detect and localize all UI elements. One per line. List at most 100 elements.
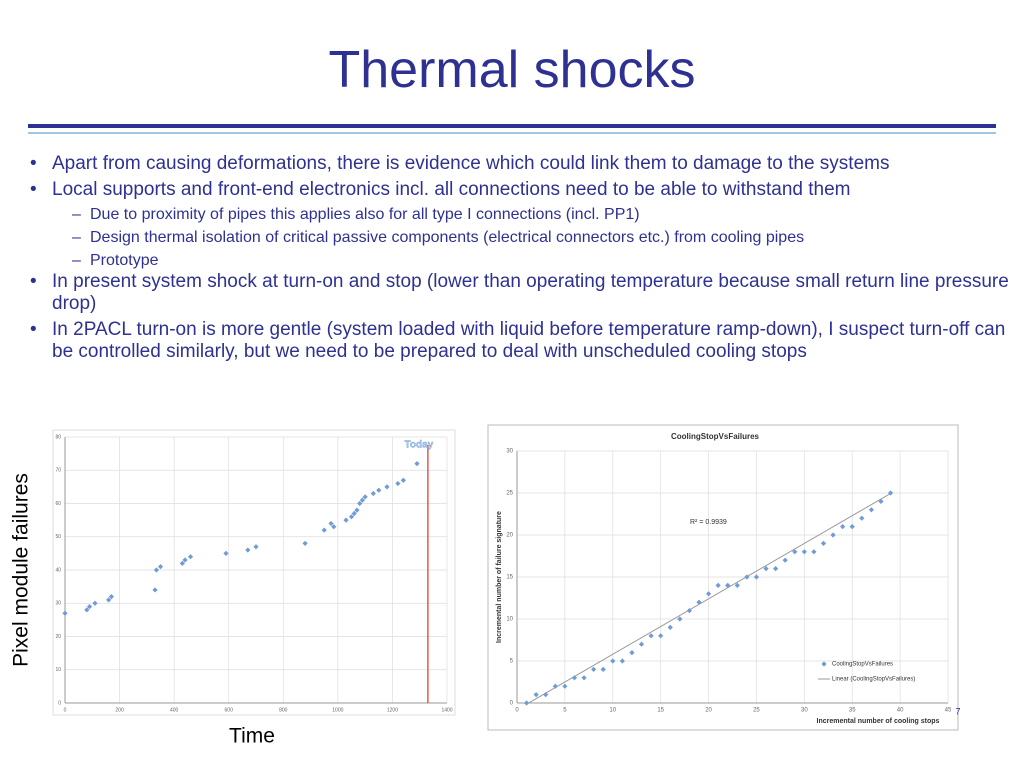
data-point <box>108 594 114 600</box>
y-tick-label: 40 <box>55 567 61 573</box>
page-number: 7 <box>955 706 960 716</box>
x-tick-label: 0 <box>515 708 519 714</box>
data-point <box>677 616 683 622</box>
data-point <box>302 540 308 546</box>
data-point <box>725 582 731 588</box>
x-axis-label: Time <box>229 725 275 748</box>
legend-entry: Linear (CoolingStopVsFailures) <box>832 677 915 683</box>
data-point <box>354 507 360 513</box>
x-tick-label: 0 <box>64 707 67 713</box>
data-point <box>376 487 382 493</box>
data-point <box>157 564 164 570</box>
chart-title: CoolingStopVsFailures <box>671 432 760 441</box>
y-axis-label: Incremental number of failure signature <box>496 511 503 643</box>
data-point <box>581 675 587 681</box>
title-rule <box>28 132 996 134</box>
x-tick-label: 1400 <box>441 707 452 713</box>
data-point <box>400 477 406 483</box>
data-point <box>348 514 355 520</box>
data-point <box>152 587 158 593</box>
data-point <box>543 692 549 698</box>
sub-bullet: Due to proximity of pipes this applies a… <box>30 205 1010 225</box>
x-tick-label: 35 <box>849 708 856 714</box>
x-tick-label: 20 <box>705 708 712 714</box>
y-tick-label: 80 <box>55 434 61 440</box>
slide-title: Thermal shocks <box>328 41 696 99</box>
data-point <box>638 641 645 647</box>
data-point <box>351 510 357 517</box>
data-point <box>357 500 363 507</box>
data-point <box>667 624 673 630</box>
x-tick-label: 45 <box>945 708 952 714</box>
data-point <box>715 582 721 588</box>
annotation: R² = 0.9939 <box>690 519 727 526</box>
y-tick-label: 30 <box>506 449 513 455</box>
data-point <box>106 597 112 603</box>
legend-entry: CoolingStopVsFailures <box>832 662 893 668</box>
y-tick-label: 15 <box>506 575 513 581</box>
y-tick-label: 20 <box>55 634 61 640</box>
y-tick-label: 70 <box>55 468 61 474</box>
data-point <box>321 527 327 533</box>
x-tick-label: 30 <box>801 708 808 714</box>
data-point <box>792 549 798 555</box>
data-point <box>571 675 578 681</box>
x-tick-label: 25 <box>753 708 760 714</box>
data-point <box>245 547 251 553</box>
y-axis-label: Pixel module failures <box>10 473 33 667</box>
data-point <box>331 524 337 530</box>
data-point <box>811 549 817 555</box>
chart-frame <box>52 429 456 716</box>
data-point <box>782 557 788 563</box>
y-tick-label: 20 <box>506 533 513 539</box>
data-point <box>840 524 846 530</box>
data-point <box>868 507 874 513</box>
x-axis-label: Incremental number of cooling stops <box>817 718 940 725</box>
y-tick-label: 60 <box>55 501 61 507</box>
data-point <box>84 607 90 613</box>
data-point <box>359 497 366 503</box>
data-point <box>328 520 334 527</box>
data-point <box>619 658 625 664</box>
x-tick-label: 200 <box>115 707 124 713</box>
data-point <box>801 549 807 555</box>
bullet-list: Apart from causing deformations, there i… <box>30 153 1010 367</box>
bullet: In present system shock at turn-on and s… <box>30 271 1010 315</box>
y-tick-label: 25 <box>506 491 513 497</box>
x-tick-label: 40 <box>897 708 904 714</box>
x-tick-label: 15 <box>657 708 664 714</box>
data-point <box>773 566 779 572</box>
x-tick-label: 400 <box>170 707 179 713</box>
y-tick-label: 0 <box>510 701 514 707</box>
x-tick-label: 10 <box>609 708 616 714</box>
y-tick-label: 0 <box>58 700 61 706</box>
data-point <box>223 550 229 556</box>
data-point <box>253 544 259 550</box>
data-point <box>533 692 539 698</box>
data-point <box>849 524 855 530</box>
x-tick-label: 800 <box>279 707 288 713</box>
data-point <box>878 498 884 504</box>
legend-marker <box>821 661 827 667</box>
data-point <box>705 591 712 597</box>
data-point <box>658 633 664 639</box>
sub-bullet: Design thermal isolation of critical pas… <box>30 228 1010 248</box>
bullet: Apart from causing deformations, there i… <box>30 153 1010 175</box>
data-point <box>600 666 606 672</box>
data-point <box>62 610 68 616</box>
data-point <box>86 603 93 610</box>
data-point <box>370 490 376 497</box>
data-point <box>686 608 692 614</box>
data-point <box>395 480 401 487</box>
bullet: In 2PACL turn-on is more gentle (system … <box>30 319 1010 363</box>
x-tick-label: 1200 <box>387 707 398 713</box>
data-point <box>859 515 865 521</box>
today-label: Today <box>405 440 434 451</box>
data-point <box>384 484 390 490</box>
data-point <box>187 554 194 560</box>
data-point <box>648 633 654 639</box>
data-point <box>414 461 420 467</box>
data-point <box>562 683 568 689</box>
y-tick-label: 10 <box>506 617 513 623</box>
